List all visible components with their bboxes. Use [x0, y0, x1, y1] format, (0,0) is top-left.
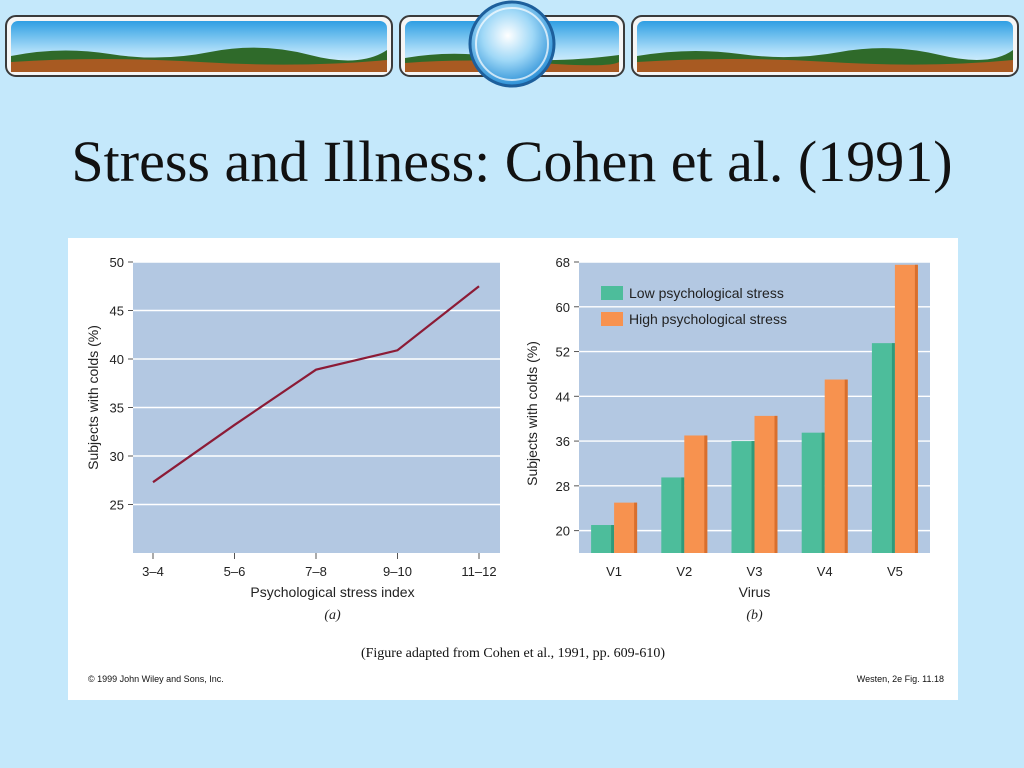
bar-shade: [774, 415, 778, 553]
globe-icon: [468, 0, 556, 88]
banner-panel-center: [399, 0, 625, 88]
legend-swatch-high: [601, 312, 623, 326]
x-tick-label-b: V3: [747, 564, 763, 579]
bar-shade: [681, 477, 685, 553]
x-tick-label-a: 3–4: [142, 564, 164, 579]
legend-label-low: Low psychological stress: [629, 285, 784, 301]
y-tick-label-a: 50: [110, 255, 124, 270]
bar-high-v4: [824, 379, 848, 553]
x-tick-label-a: 11–12: [461, 564, 496, 579]
y-tick-label-a: 25: [110, 498, 124, 513]
bar-low-v2: [661, 477, 685, 553]
y-tick-label-b: 60: [556, 300, 570, 315]
bar-high-v2: [684, 435, 708, 553]
x-tick-label-a: 7–8: [305, 564, 327, 579]
y-axis-label-a: Subjects with colds (%): [85, 325, 101, 470]
bar-shade: [844, 379, 848, 553]
x-tick-label-b: V2: [676, 564, 692, 579]
bar-low-v3: [731, 441, 755, 553]
banner-panel-right: [631, 15, 1019, 77]
figure-reference: Westen, 2e Fig. 11.18: [856, 674, 944, 684]
bar-low-v4: [801, 432, 825, 553]
figure-panel: 25 30 35 40 45 50 3–4 5–6 7–8 9–10 11–12 Psychologi…: [68, 238, 958, 700]
x-tick-label-a: 9–10: [383, 564, 412, 579]
figure-caption: (Figure adapted from Cohen et al., 1991,…: [360, 646, 666, 661]
bar-shade: [751, 441, 755, 553]
bar-high-v5: [894, 264, 918, 553]
y-tick-label-b: 44: [556, 389, 570, 404]
slide-title: Stress and Illness: Cohen et al. (1991): [71, 129, 953, 194]
y-axis-label-b: Subjects with colds (%): [524, 341, 540, 486]
x-tick-label-b: V5: [887, 564, 903, 579]
panel-label-a: (a): [324, 608, 341, 623]
y-tick-label-b: 36: [556, 434, 570, 449]
x-tick-label-b: V4: [817, 564, 833, 579]
panel-label-b: (b): [746, 608, 763, 623]
bar-shade: [704, 435, 708, 553]
x-tick-label-a: 5–6: [224, 564, 246, 579]
bar-shade: [611, 525, 615, 553]
y-tick-label-a: 40: [110, 352, 124, 367]
x-tick-label-b: V1: [606, 564, 622, 579]
bar-shade: [891, 343, 895, 553]
y-tick-label-b: 52: [556, 345, 570, 360]
decorative-banner: [5, 0, 1019, 88]
bar-high-v1: [614, 502, 638, 553]
legend-label-high: High psychological stress: [629, 311, 787, 327]
bar-shade: [634, 502, 638, 553]
y-tick-label-a: 30: [110, 449, 124, 464]
y-tick-label-b: 68: [556, 255, 570, 270]
legend-swatch-low: [601, 286, 623, 300]
y-tick-label-b: 28: [556, 479, 570, 494]
x-axis-label-b: Virus: [739, 584, 771, 600]
chart-b-bar: 20 28 36 44 52 60 68 V1 V2 V3 V4 V5 Low psychologica…: [524, 255, 930, 623]
y-tick-label-b: 20: [556, 524, 570, 539]
chart-a-line: 25 30 35 40 45 50 3–4 5–6 7–8 9–10 11–12 Psychologi…: [85, 255, 500, 623]
figure-charts: 25 30 35 40 45 50 3–4 5–6 7–8 9–10 11–12 Psychologi…: [85, 255, 930, 623]
bar-shade: [821, 432, 825, 553]
bar-shade: [914, 264, 918, 553]
bar-low-v5: [871, 343, 895, 553]
bar-high-v3: [754, 415, 778, 553]
copyright-note: © 1999 John Wiley and Sons, Inc.: [88, 674, 224, 684]
y-tick-label-a: 45: [110, 304, 124, 319]
y-tick-label-a: 35: [110, 401, 124, 416]
bar-low-v1: [591, 525, 615, 553]
x-axis-label-a: Psychological stress index: [250, 584, 414, 600]
banner-panel-left: [5, 15, 393, 77]
